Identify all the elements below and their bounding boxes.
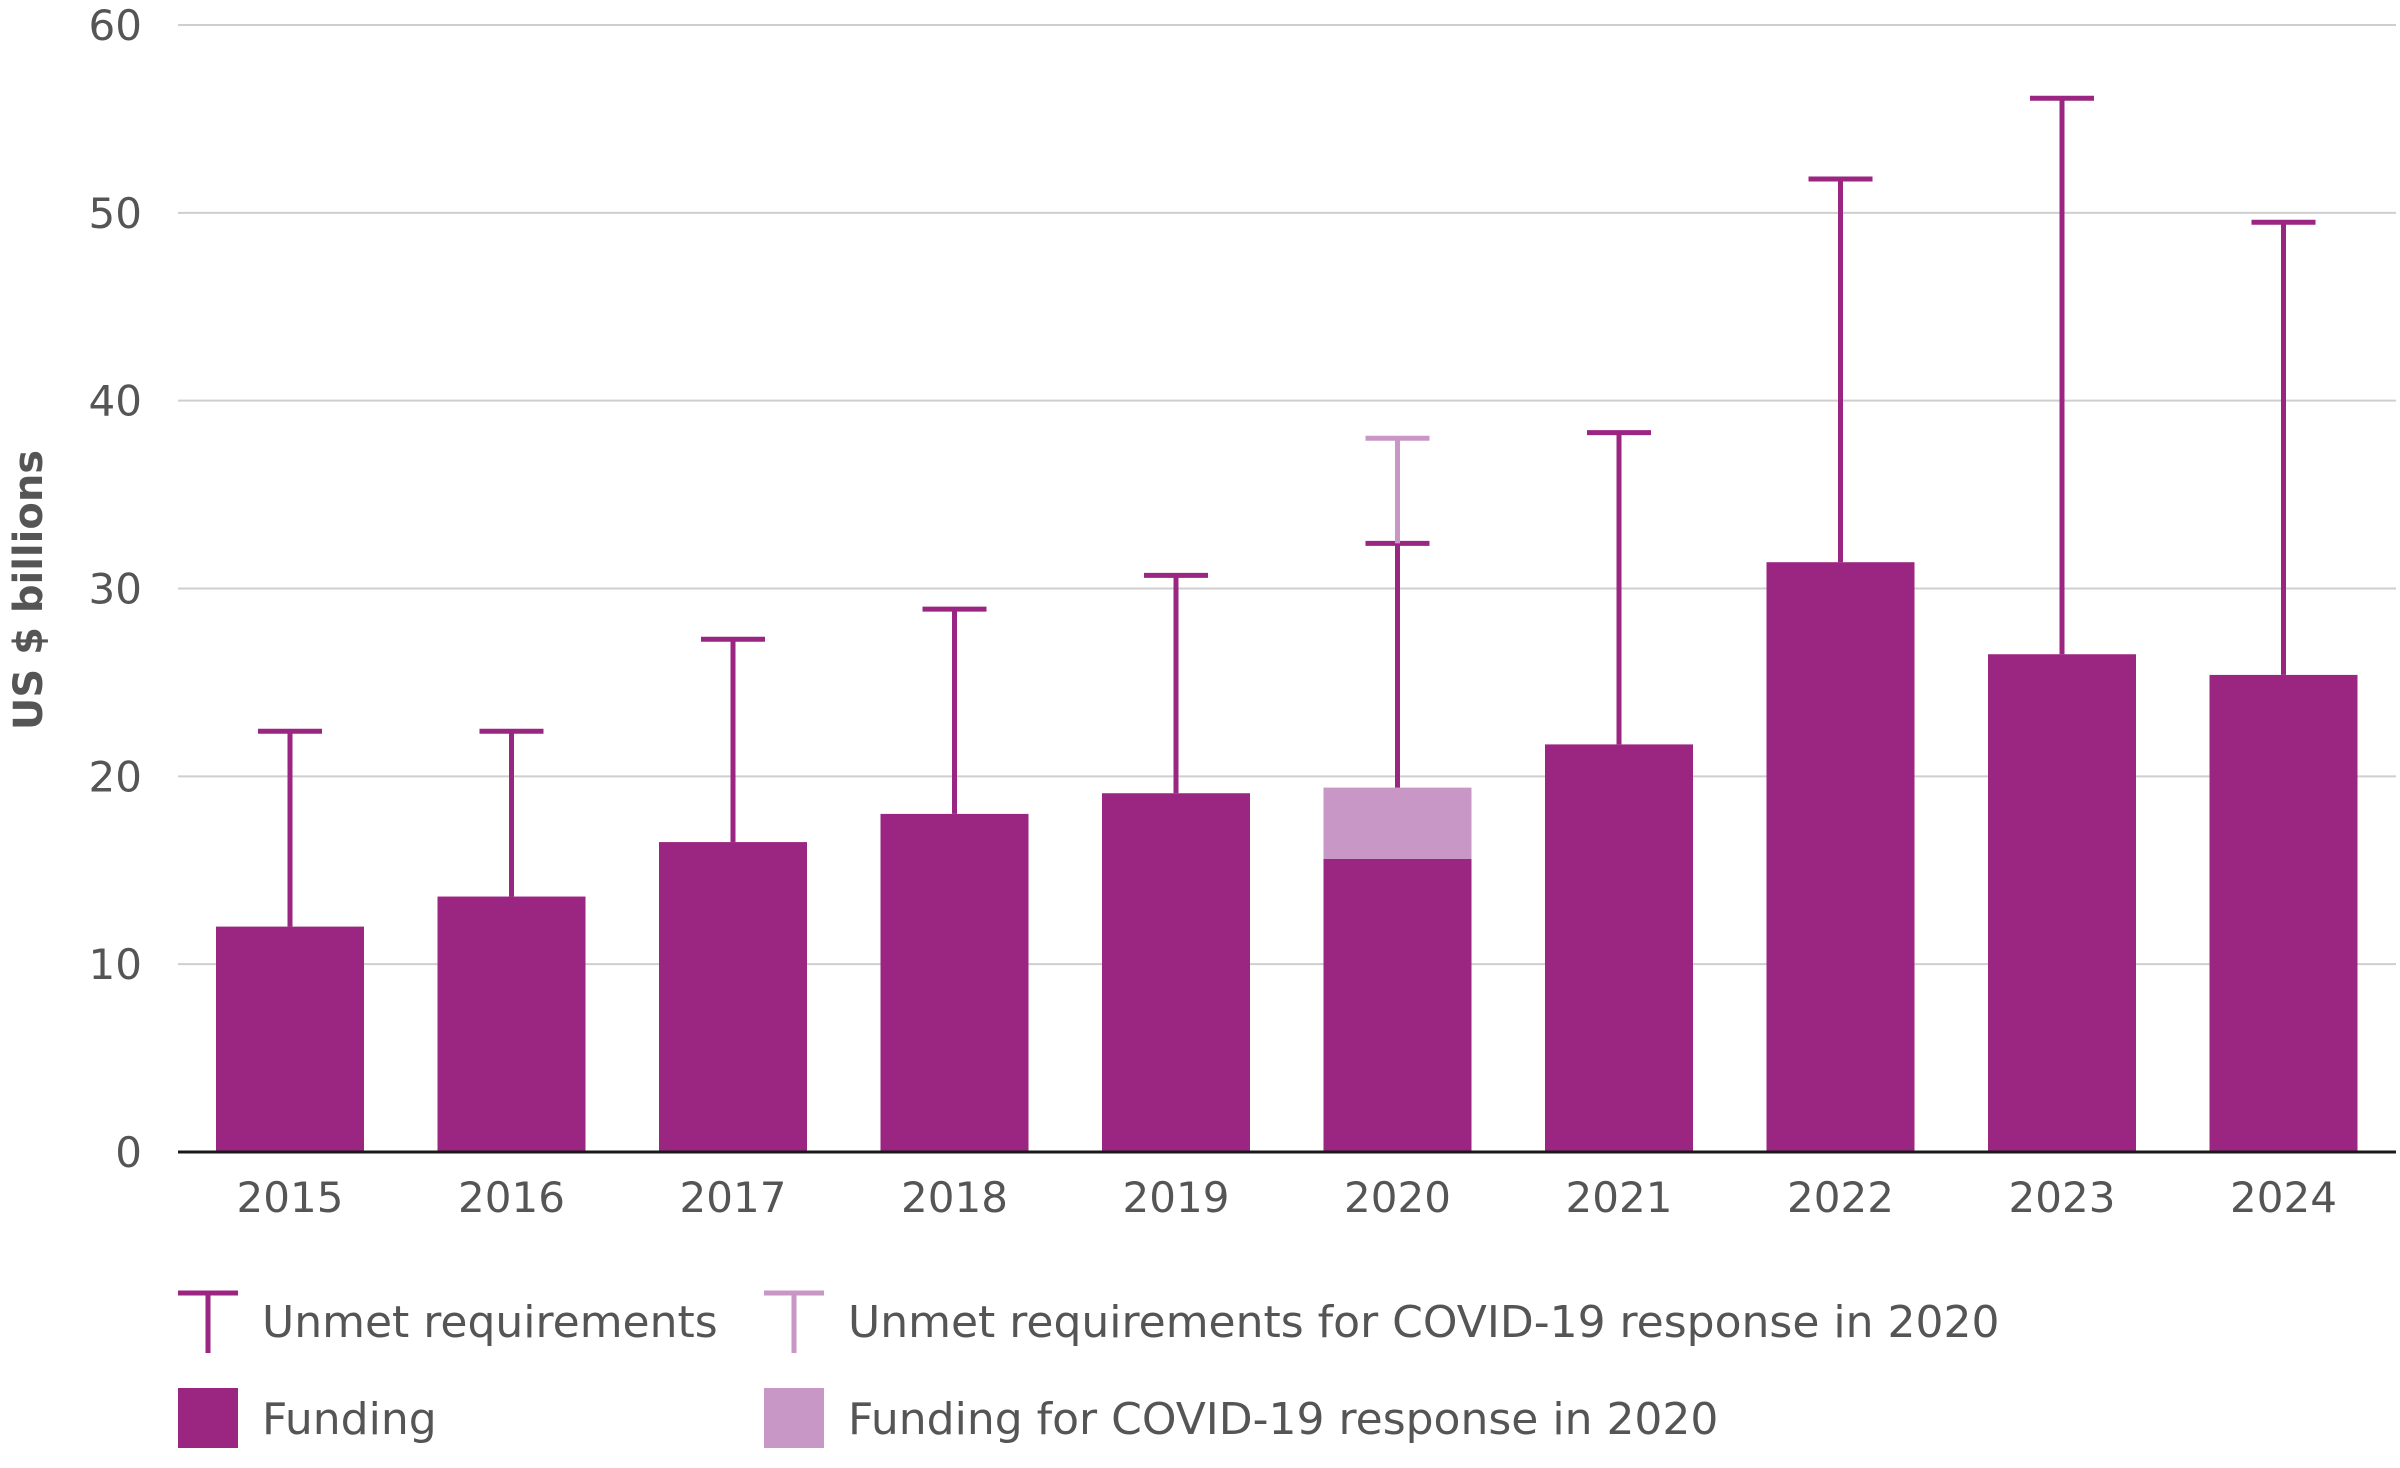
funding-bar-2018 [880, 813, 1029, 1152]
bars [216, 562, 2358, 1152]
funding-bar-2021 [1545, 744, 1693, 1152]
x-tick-2023: 2023 [2009, 1173, 2116, 1222]
x-tick-2015: 2015 [237, 1173, 344, 1222]
legend-item-1: Unmet requirements [178, 1290, 718, 1353]
legend-swatch [178, 1388, 238, 1448]
legend-item-3: Funding [178, 1388, 437, 1448]
funding-bar-2022 [1766, 562, 1915, 1152]
unmet-requirements-2016 [479, 728, 544, 897]
funding-bar-2019 [1102, 793, 1250, 1152]
y-axis-label: US $ billions [6, 450, 52, 730]
legend-label: Funding [262, 1394, 437, 1445]
y-tick-20: 20 [89, 752, 142, 801]
funding-bar-2016 [437, 896, 586, 1152]
x-tick-2020: 2020 [1344, 1173, 1451, 1222]
x-tick-2017: 2017 [680, 1173, 787, 1222]
legend: Unmet requirements Unmet requirements for… [178, 1290, 1999, 1448]
unmet-requirements-2018 [922, 606, 987, 814]
unmet-requirements-2017 [701, 636, 765, 843]
legend-label: Unmet requirements for COVID-19 response… [848, 1297, 1999, 1348]
x-tick-2019: 2019 [1123, 1173, 1230, 1222]
unmet-requirements-2015 [258, 728, 322, 927]
y-tick-40: 40 [89, 377, 142, 426]
y-tick-60: 60 [89, 1, 142, 50]
legend-label: Funding for COVID-19 response in 2020 [848, 1394, 1718, 1445]
x-tick-2018: 2018 [901, 1173, 1008, 1222]
funding-bar-2023 [1988, 654, 2136, 1152]
unmet-requirements-2022 [1808, 176, 1873, 563]
x-tick-labels: 2015 2016 2017 2018 2019 2020 2021 2022 2023 2024 [237, 1173, 2337, 1222]
y-tick-30: 30 [89, 565, 142, 614]
funding-bar-2017 [659, 842, 807, 1152]
x-tick-2021: 2021 [1566, 1173, 1673, 1222]
legend-item-4: Funding for COVID-19 response in 2020 [764, 1388, 1718, 1448]
x-tick-2024: 2024 [2230, 1173, 2337, 1222]
legend-item-2: Unmet requirements for COVID-19 response… [764, 1290, 1999, 1353]
funding-bar-2024 [2209, 674, 2358, 1152]
unmet-requirements-2019 [1144, 572, 1208, 794]
x-tick-2016: 2016 [458, 1173, 565, 1222]
covid-funding-bar-2020 [1323, 787, 1472, 859]
funding-bar-2020 [1323, 858, 1472, 1152]
legend-label: Unmet requirements [262, 1297, 718, 1348]
x-tick-2022: 2022 [1787, 1173, 1894, 1222]
y-tick-0: 0 [115, 1128, 142, 1177]
covid-unmet-requirements-2020 [1365, 435, 1430, 544]
y-tick-labels: 0 10 20 30 40 50 60 [89, 1, 142, 1177]
unmet-requirements-2020 [1365, 540, 1430, 788]
unmet-requirements-2023 [2030, 95, 2094, 655]
y-tick-50: 50 [89, 189, 142, 238]
unmet-requirements-2021 [1587, 430, 1651, 745]
requirement-bars [258, 95, 2316, 927]
y-tick-10: 10 [89, 940, 142, 989]
funding-bar-2015 [216, 926, 364, 1152]
legend-swatch [764, 1388, 824, 1448]
unmet-requirements-2024 [2251, 219, 2316, 675]
